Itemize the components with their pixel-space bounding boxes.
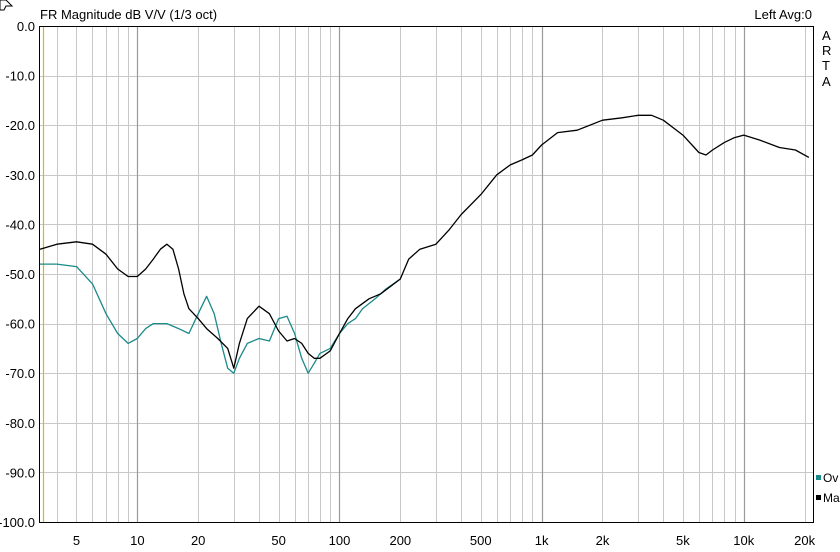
y-tick-label: -70.0	[5, 366, 35, 381]
brand-logo: A R T A	[822, 28, 831, 89]
x-tick-label: 2k	[596, 533, 610, 548]
x-tick-label: 5k	[676, 533, 690, 548]
y-tick-labels: 0.0 -10.0 -20.0 -30.0 -40.0 -50.0 -60.0 -70.0 -8…	[0, 19, 35, 530]
y-tick-label: -40.0	[5, 217, 35, 232]
brand-letter: A	[822, 74, 831, 89]
series-layer	[39, 114, 810, 374]
series-line-ma	[39, 114, 810, 369]
y-tick-label: -30.0	[5, 168, 35, 183]
y-tick-label: -60.0	[5, 317, 35, 332]
y-tick-label: -10.0	[5, 69, 35, 84]
legend-label: Ma	[823, 491, 840, 505]
legend: Ov Ma	[816, 471, 840, 505]
x-tick-label: 100	[329, 533, 351, 548]
brand-letter: T	[822, 58, 830, 73]
x-tick-label: 1k	[535, 533, 549, 548]
minor-gridlines	[40, 26, 813, 523]
plot-frame	[39, 26, 814, 523]
y-tick-label: -80.0	[5, 416, 35, 431]
x-tick-label: 500	[470, 533, 492, 548]
legend-swatch	[816, 495, 821, 500]
chart-title: FR Magnitude dB V/V (1/3 oct)	[40, 7, 217, 22]
y-tick-label: 0.0	[17, 19, 35, 34]
legend-label: Ov	[823, 471, 838, 485]
y-tick-label: -90.0	[5, 465, 35, 480]
x-tick-label: 10	[130, 533, 144, 548]
legend-item[interactable]: Ma	[816, 491, 840, 505]
y-tick-label: -100.0	[0, 515, 35, 530]
y-tick-label: -20.0	[5, 118, 35, 133]
major-gridlines	[136, 26, 746, 522]
legend-swatch	[816, 475, 821, 480]
x-tick-label: 50	[271, 533, 285, 548]
x-tick-label: 20	[191, 533, 205, 548]
brand-letter: R	[822, 43, 831, 58]
legend-item[interactable]: Ov	[816, 471, 838, 485]
x-tick-label: 200	[389, 533, 411, 548]
y-tick-label: -50.0	[5, 267, 35, 282]
status-text: Left Avg:0	[754, 7, 812, 22]
brand-letter: A	[822, 28, 831, 43]
x-tick-label: 20k	[794, 533, 815, 548]
x-tick-label: 5	[73, 533, 80, 548]
x-tick-label: 10k	[733, 533, 754, 548]
x-tick-labels: 5 10 20 50 100 200 500 1k 2k 5k 10k 20k	[73, 533, 816, 548]
mouse-cursor-icon	[0, 0, 14, 11]
